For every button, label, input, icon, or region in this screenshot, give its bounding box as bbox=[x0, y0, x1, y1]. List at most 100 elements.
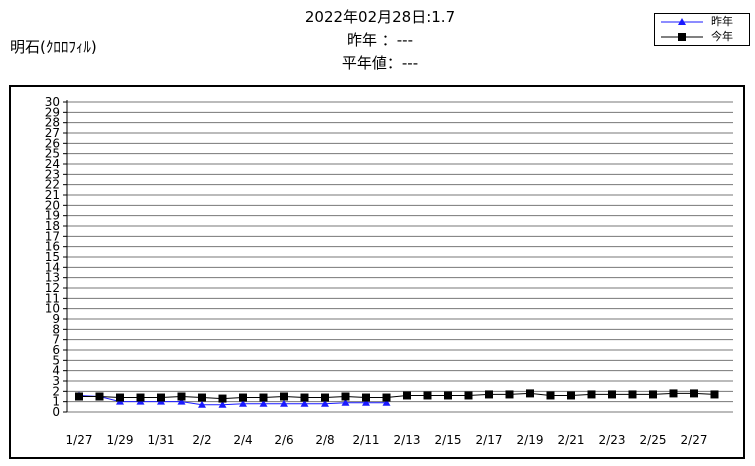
legend-swatch-last-year bbox=[661, 18, 703, 25]
y-tick-label-19: 19 bbox=[45, 209, 60, 223]
y-tick-label-21: 21 bbox=[45, 188, 60, 202]
y-tick-label-7: 7 bbox=[52, 333, 60, 347]
x-tick-label-1-27: 1/27 bbox=[66, 433, 93, 447]
y-tick-label-9: 9 bbox=[52, 312, 60, 326]
point-last-year-2-2 bbox=[198, 400, 206, 408]
point-this-year-2-16 bbox=[464, 391, 473, 400]
point-this-year-2-28 bbox=[710, 390, 719, 399]
point-last-year-2-12 bbox=[382, 398, 391, 406]
point-last-year-2-3 bbox=[218, 400, 227, 408]
legend-label-this-year: 今年 bbox=[711, 30, 733, 43]
point-this-year-2-21 bbox=[567, 391, 575, 400]
y-tick-label-11: 11 bbox=[45, 291, 60, 305]
point-this-year-2-8 bbox=[321, 393, 329, 402]
legend-label-last-year: 昨年 bbox=[711, 15, 733, 28]
legend-swatch-this-year bbox=[661, 33, 703, 41]
point-this-year-2-27 bbox=[690, 389, 698, 398]
normal-value-line: 平年値：--- bbox=[341, 54, 419, 72]
y-tick-label-14: 14 bbox=[45, 260, 60, 274]
y-tick-label-2: 2 bbox=[52, 384, 60, 398]
x-tick-label-2-17: 2/17 bbox=[476, 433, 503, 447]
point-this-year-2-13 bbox=[403, 391, 411, 400]
point-last-year-2-8 bbox=[321, 399, 329, 407]
point-this-year-2-12 bbox=[382, 393, 391, 402]
point-last-year-2-5 bbox=[259, 399, 268, 407]
y-tick-label-29: 29 bbox=[45, 105, 60, 119]
point-this-year-2-26 bbox=[669, 389, 678, 398]
y-tick-label-28: 28 bbox=[45, 116, 60, 130]
point-last-year-2-11 bbox=[362, 398, 370, 406]
x-tick-label-2-25: 2/25 bbox=[640, 433, 667, 447]
y-tick-label-10: 10 bbox=[45, 302, 60, 316]
x-tick-label-2-27: 2/27 bbox=[681, 433, 708, 447]
y-tick-label-4: 4 bbox=[52, 364, 60, 378]
point-this-year-1-30 bbox=[136, 393, 145, 402]
point-this-year-2-2 bbox=[198, 393, 206, 402]
y-tick-label-20: 20 bbox=[45, 198, 60, 212]
point-this-year-2-15 bbox=[444, 391, 452, 400]
x-tick-label-2-19: 2/19 bbox=[517, 433, 544, 447]
y-tick-label-1: 1 bbox=[52, 395, 60, 409]
point-last-year-2-6 bbox=[280, 399, 288, 407]
chart-header: 2022年02月28日:1.7 昨年 ：--- 平年値：--- bbox=[250, 6, 510, 75]
series-line-last-year bbox=[78, 394, 387, 406]
y-tick-label-16: 16 bbox=[45, 240, 60, 254]
point-this-year-2-5 bbox=[259, 393, 268, 402]
point-this-year-2-7 bbox=[300, 393, 309, 402]
chart-legend: 昨年 今年 bbox=[654, 13, 750, 46]
x-tick-label-2-21: 2/21 bbox=[558, 433, 585, 447]
point-this-year-1-27 bbox=[75, 392, 83, 401]
legend-item-this-year: 今年 bbox=[655, 30, 749, 44]
y-tick-label-23: 23 bbox=[45, 167, 60, 181]
y-tick-label-5: 5 bbox=[52, 353, 60, 367]
x-tick-label-2-2: 2/2 bbox=[192, 433, 211, 447]
y-tick-label-13: 13 bbox=[45, 271, 60, 285]
point-last-year-2-9 bbox=[341, 398, 350, 406]
x-tick-label-1-29: 1/29 bbox=[107, 433, 134, 447]
x-tick-label-2-8: 2/8 bbox=[315, 433, 334, 447]
x-tick-label-2-15: 2/15 bbox=[435, 433, 462, 447]
point-last-year-2-4 bbox=[239, 399, 247, 407]
y-tick-label-27: 27 bbox=[45, 126, 60, 140]
point-this-year-2-11 bbox=[362, 393, 370, 402]
current-value-line: 2022年02月28日:1.7 bbox=[304, 8, 456, 26]
y-tick-label-15: 15 bbox=[45, 250, 60, 264]
chart-plot: 0123456789101112131415161718192021222324… bbox=[45, 95, 733, 447]
y-tick-label-25: 25 bbox=[45, 147, 60, 161]
x-tick-label-2-4: 2/4 bbox=[233, 433, 252, 447]
y-tick-label-22: 22 bbox=[45, 178, 60, 192]
y-tick-label-17: 17 bbox=[45, 229, 60, 243]
y-tick-label-24: 24 bbox=[45, 157, 60, 171]
x-tick-label-1-31: 1/31 bbox=[148, 433, 175, 447]
point-this-year-2-14 bbox=[423, 391, 432, 400]
y-tick-label-26: 26 bbox=[45, 136, 60, 150]
x-tick-label-2-6: 2/6 bbox=[274, 433, 293, 447]
point-this-year-1-28 bbox=[95, 392, 104, 401]
y-tick-label-30: 30 bbox=[45, 95, 60, 109]
point-last-year-2-1 bbox=[177, 397, 186, 405]
point-this-year-2-23 bbox=[608, 390, 616, 399]
point-this-year-1-29 bbox=[116, 393, 124, 402]
x-tick-label-2-11: 2/11 bbox=[353, 433, 380, 447]
point-this-year-2-24 bbox=[628, 390, 637, 399]
legend-item-last-year: 昨年 bbox=[655, 15, 749, 29]
point-this-year-2-22 bbox=[587, 390, 596, 399]
chart-frame: 0 1 2 3 4 5 6 7 8 9 10 11 12 13 14 15 16 17 18 19 20 21 22 23 24… bbox=[9, 85, 745, 459]
point-this-year-2-18 bbox=[505, 390, 514, 399]
point-this-year-2-20 bbox=[546, 391, 555, 400]
x-tick-label-2-13: 2/13 bbox=[394, 433, 421, 447]
point-this-year-2-17 bbox=[485, 390, 493, 399]
point-this-year-2-3 bbox=[218, 394, 227, 403]
station-name: 明石(ｸﾛﾛﾌｨﾙ) bbox=[10, 38, 97, 56]
last-year-line: 昨年 ：--- bbox=[346, 31, 413, 49]
y-tick-label-3: 3 bbox=[52, 374, 60, 388]
y-tick-label-18: 18 bbox=[45, 219, 60, 233]
y-tick-label-12: 12 bbox=[45, 281, 60, 295]
point-this-year-2-6 bbox=[280, 392, 288, 401]
point-this-year-2-9 bbox=[341, 392, 350, 401]
y-tick-label-6: 6 bbox=[52, 343, 60, 357]
point-this-year-1-31 bbox=[157, 393, 165, 402]
point-this-year-2-19 bbox=[526, 389, 534, 398]
point-this-year-2-25 bbox=[649, 390, 657, 399]
y-tick-label-8: 8 bbox=[52, 322, 60, 336]
